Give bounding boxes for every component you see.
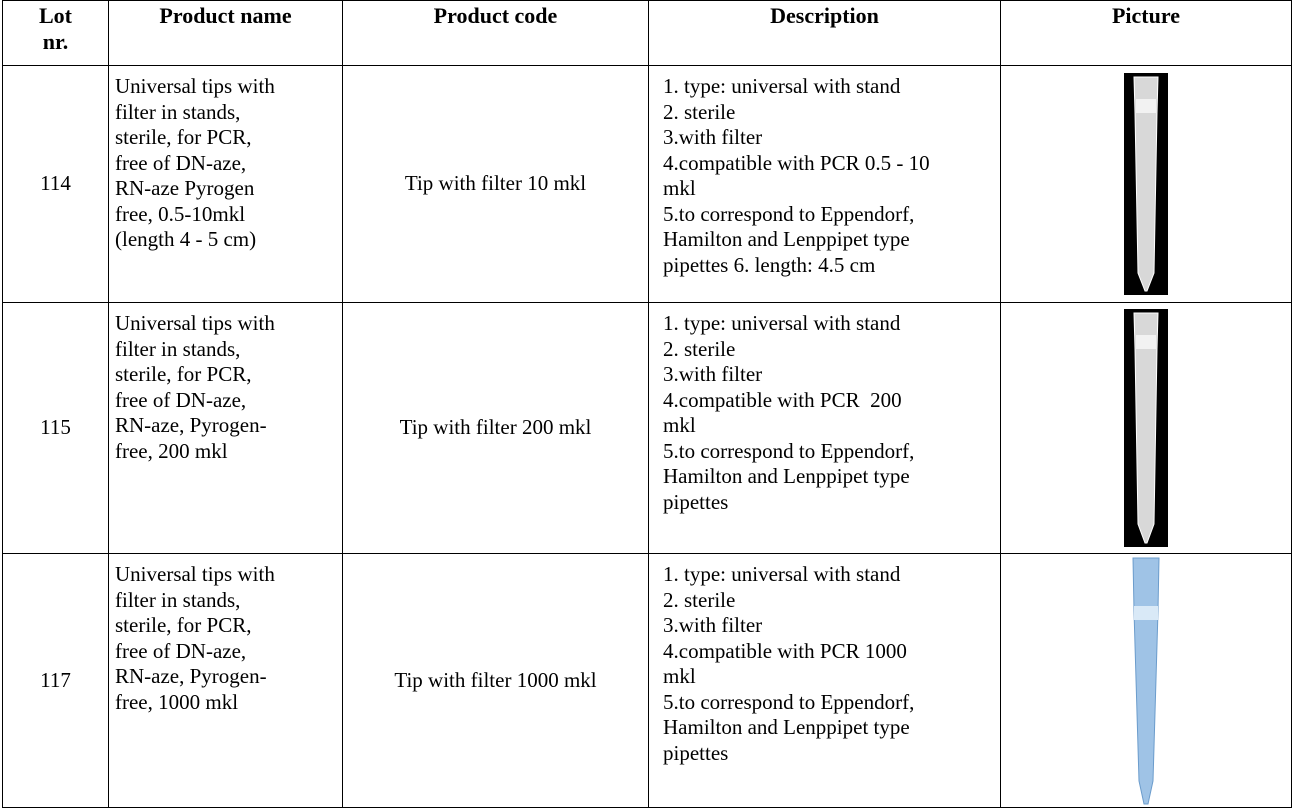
name-line: sterile, for PCR, [115, 362, 252, 386]
name-cell: Universal tips with filter in stands, ster… [108, 302, 343, 554]
description-line: 3.with filter [663, 362, 763, 386]
description-line: 3.with filter [663, 613, 763, 637]
description-line: 4.compatible with PCR 0.5 - 10 [663, 150, 930, 175]
description-line: 1. type: universal with stand [663, 74, 901, 98]
description-line: 4.compatible with PCR 200 [663, 387, 902, 412]
description-line: 2. sterile [663, 99, 736, 124]
name-line: free of DN-aze, [115, 150, 247, 175]
description-line: mkl [663, 413, 696, 437]
name-line: free, 0.5-10mkl [115, 201, 246, 226]
description-line: mkl [663, 664, 696, 688]
description-cell: 1. type: universal with stand 2. sterile 3… [648, 553, 1001, 808]
code-cell: Tip with filter 200 mkl [342, 302, 649, 554]
pipette-tip-image [1124, 309, 1168, 547]
description-cell: 1. type: universal with stand 2. sterile 3… [648, 65, 1001, 303]
description-line: pipettes [663, 489, 729, 514]
table-row: 115 Universal tips with filter in stands, s… [2, 302, 1292, 554]
description-line: 5.to correspond to Eppendorf, [663, 438, 915, 463]
picture-cell [1000, 553, 1292, 808]
lot-cell: 117 [2, 553, 109, 808]
description-line: 4.compatible with PCR 1000 [663, 638, 907, 663]
name-cell: Universal tips with filter in stands, ster… [108, 65, 343, 303]
name-line: RN-aze Pyrogen [115, 176, 255, 200]
pipette-tip [1133, 312, 1159, 544]
description-line: mkl [663, 176, 696, 200]
name-line: sterile, for PCR, [115, 125, 252, 149]
header-row: Lot nr. Product name Product code Descrip… [2, 0, 1292, 66]
code-cell: Tip with filter 1000 mkl [342, 553, 649, 808]
table-body: 114 Universal tips with filter in stands, s… [2, 65, 1292, 808]
description-line: 3.with filter [663, 125, 763, 149]
header-text: Lot [39, 3, 72, 28]
description-line: 2. sterile [663, 336, 736, 361]
description-line: 1. type: universal with stand [663, 311, 901, 335]
description-line: Hamilton and Lenppipet type [663, 464, 910, 488]
description-line: 1. type: universal with stand [663, 562, 901, 586]
description-line: pipettes [663, 740, 729, 765]
tip-filter [1136, 99, 1156, 113]
lot-cell: 115 [2, 302, 109, 554]
description-line: 5.to correspond to Eppendorf, [663, 689, 915, 714]
header-cell: Picture [1000, 0, 1292, 66]
description-cell: 1. type: universal with stand 2. sterile 3… [648, 302, 1001, 554]
description-line: pipettes 6. length: 4.5 cm [663, 252, 876, 277]
table-row: 114 Universal tips with filter in stands, s… [2, 65, 1292, 303]
name-line: filter in stands, [115, 587, 241, 612]
name-line: free, 1000 mkl [115, 689, 239, 714]
description-line: Hamilton and Lenppipet type [663, 227, 910, 251]
picture-cell [1000, 65, 1292, 303]
header-cell: Product code [342, 0, 649, 66]
name-line: (length 4 - 5 cm) [115, 227, 257, 251]
header-cell: Description [648, 0, 1001, 66]
tip-filter [1134, 605, 1158, 620]
name-line: filter in stands, [115, 99, 241, 124]
name-cell: Universal tips with filter in stands, ster… [108, 553, 343, 808]
header-cell: Product name [108, 0, 343, 66]
tip-filter [1136, 335, 1156, 349]
name-line: Universal tips with [115, 562, 275, 586]
pipette-tip-image [1132, 557, 1160, 804]
name-line: filter in stands, [115, 336, 241, 361]
pipette-tip [1132, 557, 1160, 804]
description-line: Hamilton and Lenppipet type [663, 715, 910, 739]
name-line: Universal tips with [115, 74, 275, 98]
header-cell: Lot nr. [2, 0, 109, 66]
lot-cell: 114 [2, 65, 109, 303]
name-line: RN-aze, Pyrogen- [115, 664, 267, 688]
picture-cell [1000, 302, 1292, 554]
code-cell: Tip with filter 10 mkl [342, 65, 649, 303]
name-line: free of DN-aze, [115, 387, 247, 412]
name-line: Universal tips with [115, 311, 275, 335]
header-text: nr. [42, 28, 69, 54]
table-row: 117 Universal tips with filter in stands, s… [2, 553, 1292, 808]
name-line: free, 200 mkl [115, 438, 228, 463]
pipette-tip-image [1124, 73, 1168, 295]
name-line: RN-aze, Pyrogen- [115, 413, 267, 437]
name-line: free of DN-aze, [115, 638, 247, 663]
description-line: 5.to correspond to Eppendorf, [663, 201, 915, 226]
name-line: sterile, for PCR, [115, 613, 252, 637]
pipette-tip [1133, 76, 1159, 292]
description-line: 2. sterile [663, 587, 736, 612]
